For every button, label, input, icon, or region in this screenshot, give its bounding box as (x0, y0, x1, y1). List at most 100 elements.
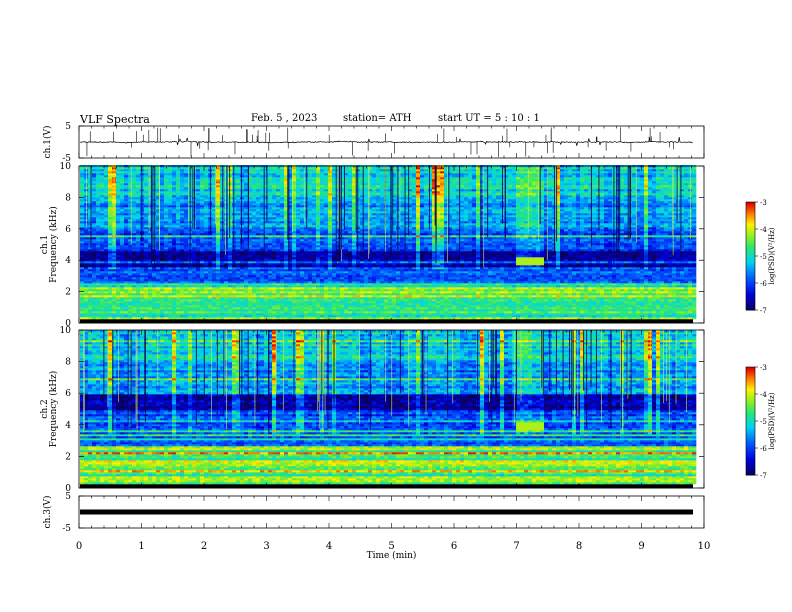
ch1-spectrogram-cell (604, 263, 609, 266)
ch1-spectrogram-cell (668, 263, 673, 266)
ch1-spectrogram-cell (492, 287, 497, 290)
ch1-spectrogram-cell (456, 255, 461, 258)
ch1-spectrogram-cell (92, 275, 97, 278)
ch1-spectrogram-cell (564, 271, 569, 274)
ch1-spectrogram-cell (464, 265, 469, 268)
ch1-spectrogram-cell (520, 267, 525, 270)
ch1-spectrogram-cell (548, 299, 553, 302)
ch1-spectrogram-cell (188, 291, 193, 294)
ch1-spectrogram-cell (580, 265, 585, 268)
ch1-spectrogram-cell (284, 317, 289, 320)
ch1-spectrogram-cell (576, 311, 581, 314)
ch1-spectrogram-cell (368, 309, 373, 312)
ch1-spectrogram-cell (228, 307, 233, 310)
ch1-spectrogram-cell (280, 307, 285, 310)
ch1-spectrogram-cell (312, 293, 317, 296)
ch1-spectrogram-cell (592, 267, 597, 270)
ch1-spectrogram-cell (572, 281, 577, 284)
ch1-spectrogram-cell (120, 299, 125, 302)
ch1-spectrogram-cell (436, 293, 441, 296)
ch1-spectrogram-cell (384, 289, 389, 292)
ch1-spectrogram-cell (592, 257, 597, 260)
ch1-spectrogram-cell (668, 293, 673, 296)
ch1-spectrogram-cell (468, 303, 473, 306)
ch1-spectrogram-cell (464, 273, 469, 276)
ch1-spectrogram-cell (348, 311, 353, 314)
ch1-spectrogram-cell (660, 267, 665, 270)
ch1-spectrogram-cell (152, 307, 157, 310)
ch1-spectrogram-cell (236, 267, 241, 270)
ch1-spectrogram-cell (80, 305, 85, 308)
ch1-spectrogram-cell (356, 265, 361, 268)
ch1-spectrogram-cell (208, 295, 213, 298)
ch1-spectrogram-cell (124, 295, 129, 298)
ch1-spectrogram-cell (404, 271, 409, 274)
ch1-spectrogram-cell (264, 259, 269, 262)
ch1-spectrogram-cell (136, 261, 141, 264)
ch1-spectrogram-cell (116, 305, 121, 308)
ch1-spectrogram-cell (260, 261, 265, 264)
ch1-spectrogram-cell (628, 303, 633, 306)
ch1-spectrogram-cell (608, 267, 613, 270)
ch1-spectrogram-cell (608, 277, 613, 280)
ch1-spectrogram-cell (616, 293, 621, 296)
ch1-spectrogram-cell (276, 295, 281, 298)
ch1-spectrogram-cell (432, 293, 437, 296)
ch1-spectrogram-cell (388, 277, 393, 280)
ch1-spectrogram-cell (548, 315, 553, 318)
ch1-spectrogram-cell (332, 265, 337, 268)
ch1-spectrogram-cell (236, 257, 241, 260)
ch1-spectrogram-cell (124, 285, 129, 288)
ch1-spectrogram-cell (520, 279, 525, 282)
ch1-spectrogram-cell (564, 295, 569, 298)
ch1-spectrogram-cell (688, 269, 693, 272)
ch1-spectrogram-cell (204, 291, 209, 294)
ch1-spectrogram-cell (468, 295, 473, 298)
ch1-spectrogram-cell (204, 297, 209, 300)
ch1-spectrogram-cell (172, 313, 177, 316)
ch1-spectrogram-cell (128, 301, 133, 304)
ch1-spectrogram-cell (632, 259, 637, 262)
ch1-spectrogram-cell (548, 287, 553, 290)
ch1-spectrogram-cell (472, 287, 477, 290)
ch1-spectrogram-cell (432, 277, 437, 280)
ch1-spectrogram-cell (392, 287, 397, 290)
ch1-spectrogram-cell (224, 311, 229, 314)
ch1-spectrogram-cell (172, 303, 177, 306)
ch1-spectrogram-cell (428, 257, 433, 260)
ch1-spectrogram-cell (372, 291, 377, 294)
ch1-spectrogram-cell (404, 279, 409, 282)
ch1-spectrogram-cell (160, 285, 165, 288)
ch1-spectrogram-cell (264, 263, 269, 266)
ch1-spectrogram-cell (128, 289, 133, 292)
ch1-spectrogram-cell (352, 311, 357, 314)
ch1-spectrogram-cell (528, 311, 533, 314)
ch1-spectrogram-cell (120, 259, 125, 262)
ch1-spectrogram-cell (492, 305, 497, 308)
ch1-spectrogram-cell (620, 287, 625, 290)
ch1-spectrogram-cell (116, 289, 121, 292)
ch1-spectrogram-cell (184, 301, 189, 304)
ch1-spectrogram-cell (656, 283, 661, 286)
ch1-spectrogram-cell (324, 281, 329, 284)
ch1-spectrogram-cell (588, 265, 593, 268)
ch1-spectrogram-cell (288, 261, 293, 264)
ch1-spectrogram-cell (148, 279, 153, 282)
ch1-spectrogram-cell (436, 309, 441, 312)
ch1-spectrogram-cell (420, 255, 425, 258)
ch1-spectrogram-cell (468, 275, 473, 278)
ch1-spectrogram-cell (104, 291, 109, 294)
ch1-spectrogram-cell (528, 255, 533, 258)
ch1-spectrogram-cell (648, 267, 653, 270)
ch1-spectrogram-cell (552, 279, 557, 282)
ch1-spectrogram-cell (472, 283, 477, 286)
ch1-spectrogram-cell (596, 289, 601, 292)
ch1-spectrogram-cell (480, 265, 485, 268)
ch1-spectrogram-cell (304, 291, 309, 294)
ch1-spectrogram-cell (80, 277, 85, 280)
ch1-spectrogram-cell (272, 281, 277, 284)
ch1-spectrogram-cell (548, 259, 553, 262)
ch1-spectrogram-cell (80, 281, 85, 284)
ch1-spectrogram-cell (356, 275, 361, 278)
ch1-spectrogram-cell (196, 311, 201, 314)
